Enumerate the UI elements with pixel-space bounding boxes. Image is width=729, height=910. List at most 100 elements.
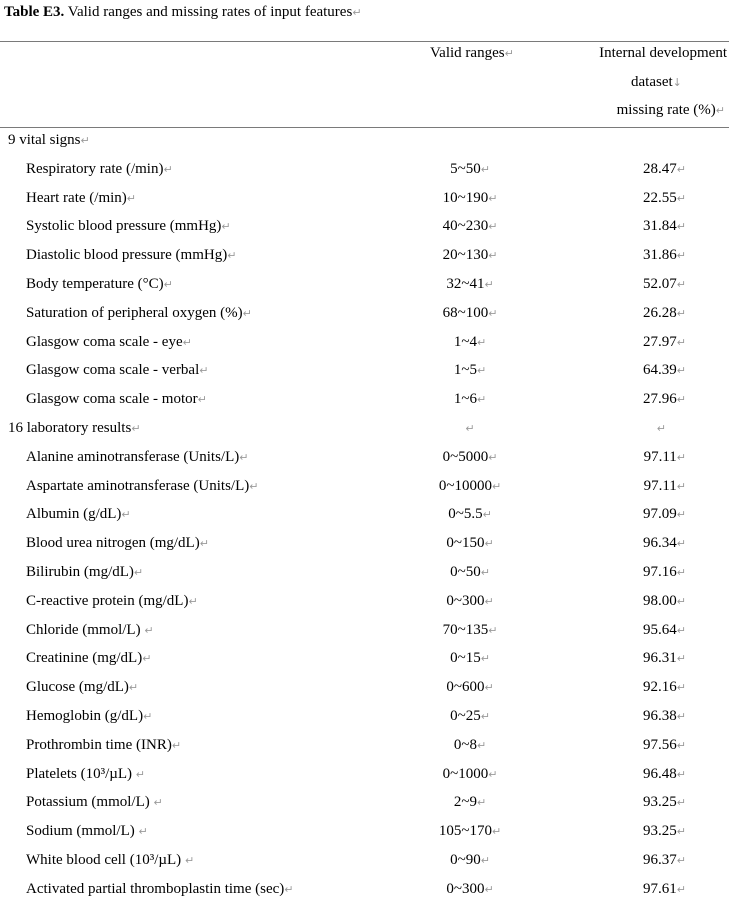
valid-range: 1~5 — [453, 362, 477, 379]
missing-rate-cell: 98.00↵ — [643, 593, 686, 610]
paragraph-mark-icon: ↵ — [491, 479, 502, 493]
paragraph-mark-icon: ↵ — [676, 681, 686, 695]
table-row: Sodium (mmol/L) ↵ 105~170↵ 93.25↵ — [0, 823, 729, 852]
paragraph-mark-icon: ↵ — [133, 566, 144, 579]
missing-rate-cell: 31.86↵ — [643, 247, 686, 264]
missing-rate-cell: 31.84↵ — [643, 218, 686, 235]
table-row: Saturation of peripheral oxygen (%)↵ 68~1… — [0, 305, 729, 334]
valid-range-cell: 20~130↵ — [443, 247, 498, 264]
table-row: Activated partial thromboplastin time (s… — [0, 881, 729, 910]
table-row: Glasgow coma scale - verbal↵ 1~5↵ 64.39↵ — [0, 362, 729, 391]
valid-range: 105~170 — [438, 823, 492, 840]
feature-name-cell: Heart rate (/min)↵ — [26, 190, 136, 207]
valid-range: 32~41 — [446, 276, 485, 292]
missing-rate: 97.56 — [643, 736, 677, 753]
paragraph-mark-icon: ↵ — [249, 479, 259, 493]
paragraph-mark-icon: ↵ — [163, 278, 173, 291]
paragraph-mark-icon: ↵ — [182, 335, 192, 349]
paragraph-mark-icon: ↵ — [488, 220, 498, 234]
feature-name: Glasgow coma scale - eye — [26, 333, 183, 350]
header-valid-ranges-label: Valid ranges — [430, 45, 505, 61]
feature-name: Hemoglobin (g/dL) — [26, 708, 144, 724]
valid-range-cell: 2~9↵ — [454, 794, 486, 811]
feature-name: Saturation of peripheral oxygen (%) — [26, 304, 243, 321]
valid-range-cell: 0~150↵ — [446, 535, 493, 552]
feature-name: Chloride (mmol/L) — [26, 621, 145, 638]
paragraph-mark-icon: ↵ — [121, 508, 131, 522]
paragraph-mark-icon: ↵ — [142, 652, 152, 666]
valid-range: 0~25 — [450, 708, 481, 724]
missing-rate-cell: 52.07↵ — [643, 276, 686, 293]
paragraph-mark-icon: ↵ — [221, 220, 231, 234]
feature-name-cell: Platelets (10³/µL) ↵ — [26, 766, 145, 783]
paragraph-mark-icon: ↵ — [488, 191, 498, 205]
valid-range: 70~135 — [442, 621, 489, 638]
missing-rate: 96.34 — [643, 535, 677, 552]
table-row: Platelets (10³/µL) ↵ 0~1000↵ 96.48↵ — [0, 766, 729, 795]
valid-range: 0~50 — [450, 564, 481, 580]
feature-name: C-reactive protein (mg/dL) — [26, 592, 189, 609]
paragraph-mark-icon: ↵ — [484, 537, 494, 551]
missing-rate-cell: 27.96↵ — [643, 391, 686, 408]
missing-rate: 93.25 — [643, 794, 677, 811]
paragraph-mark-icon: ↵ — [128, 681, 139, 695]
valid-range-cell: 68~100↵ — [443, 305, 498, 322]
feature-name: Glucose (mg/dL) — [26, 679, 129, 696]
paragraph-mark-icon: ↵ — [484, 681, 494, 695]
feature-name-cell: Respiratory rate (/min)↵ — [26, 161, 173, 178]
feature-name: Bilirubin (mg/dL) — [26, 564, 134, 580]
feature-name: Systolic blood pressure (mmHg) — [26, 218, 222, 235]
paragraph-mark-icon: ↵ — [484, 278, 494, 291]
feature-name: Glasgow coma scale - motor — [26, 391, 198, 408]
paragraph-mark-icon: ↵ — [676, 162, 686, 176]
feature-name-cell: Glasgow coma scale - verbal↵ — [26, 362, 208, 379]
paragraph-mark-icon: ↵ — [171, 738, 182, 752]
feature-name-cell: Activated partial thromboplastin time (s… — [26, 881, 293, 898]
paragraph-mark-icon: ↵ — [199, 537, 209, 551]
valid-range-cell: 10~190↵ — [443, 190, 498, 207]
missing-rate: 97.11 — [643, 448, 677, 465]
table-row: Glasgow coma scale - eye↵ 1~4↵ 27.97↵ — [0, 334, 729, 363]
paragraph-mark-icon: ↵ — [676, 710, 686, 723]
missing-rate-cell: 97.11↵ — [644, 449, 686, 466]
valid-range-cell: 0~25↵ — [450, 708, 490, 725]
table-row: Glasgow coma scale - motor↵ 1~6↵ 27.96↵ — [0, 391, 729, 420]
missing-rate: 31.86 — [643, 247, 677, 264]
paragraph-mark-icon: ↵ — [676, 249, 686, 263]
feature-name: Activated partial thromboplastin time (s… — [26, 880, 285, 897]
valid-range: 0~150 — [446, 535, 485, 552]
valid-range: 0~300 — [446, 880, 485, 897]
valid-range: 0~300 — [446, 592, 485, 609]
valid-range: 0~10000 — [438, 477, 492, 494]
missing-rate-cell: 97.11↵ — [644, 478, 686, 495]
table-top-rule — [0, 41, 729, 42]
feature-name-cell: Saturation of peripheral oxygen (%)↵ — [26, 305, 252, 322]
valid-range-cell: 1~5↵ — [454, 362, 486, 379]
paragraph-mark-icon: ↵ — [484, 882, 494, 896]
paragraph-mark-icon: ↵ — [480, 162, 490, 176]
feature-name-cell: Alanine aminotransferase (Units/L)↵ — [26, 449, 248, 466]
missing-rate-cell: 96.31↵ — [643, 650, 686, 667]
paragraph-mark-icon: ↵ — [676, 364, 686, 378]
valid-range-cell: 105~170↵ — [439, 823, 501, 840]
valid-range: 20~130 — [442, 247, 489, 264]
valid-range-cell: 0~5.5↵ — [448, 506, 492, 523]
paragraph-mark-icon: ↵ — [488, 767, 498, 781]
missing-rate-cell: 97.61↵ — [643, 881, 686, 898]
table-row: Hemoglobin (g/dL)↵ 0~25↵ 96.38↵ — [0, 708, 729, 737]
paragraph-mark-icon: ↵ — [476, 393, 487, 407]
missing-rate: 95.64 — [643, 621, 677, 638]
valid-range-cell: 5~50↵ — [450, 161, 490, 178]
paragraph-mark-icon: ↵ — [476, 364, 487, 378]
valid-range-cell: 0~90↵ — [450, 852, 490, 869]
paragraph-mark-icon: ↵ — [676, 652, 686, 666]
table-row: Creatinine (mg/dL)↵ 0~15↵ 96.31↵ — [0, 650, 729, 679]
paragraph-mark-icon: ↵ — [656, 422, 666, 435]
valid-range: 0~5000 — [442, 448, 489, 465]
valid-range: 0~600 — [446, 679, 485, 696]
paragraph-mark-icon: ↵ — [135, 767, 146, 781]
paragraph-mark-icon: ↵ — [480, 854, 490, 867]
feature-name: 9 vital signs — [8, 132, 81, 148]
feature-name: Glasgow coma scale - verbal — [26, 362, 200, 379]
feature-name: Respiratory rate (/min) — [26, 160, 164, 177]
